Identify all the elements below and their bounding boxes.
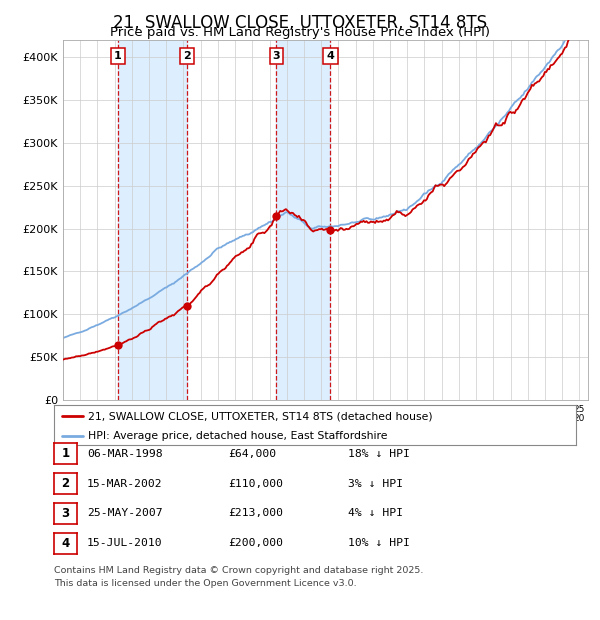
Text: 06-MAR-1998: 06-MAR-1998 <box>87 449 163 459</box>
Text: £110,000: £110,000 <box>228 479 283 489</box>
Text: £64,000: £64,000 <box>228 449 276 459</box>
Text: £200,000: £200,000 <box>228 538 283 548</box>
Text: 2: 2 <box>61 477 70 490</box>
Bar <box>118 40 187 400</box>
Text: 15-MAR-2002: 15-MAR-2002 <box>87 479 163 489</box>
Text: 2: 2 <box>183 51 191 61</box>
Text: Contains HM Land Registry data © Crown copyright and database right 2025.: Contains HM Land Registry data © Crown c… <box>54 566 424 575</box>
Text: 15-JUL-2010: 15-JUL-2010 <box>87 538 163 548</box>
Text: 18% ↓ HPI: 18% ↓ HPI <box>348 449 410 459</box>
Text: Price paid vs. HM Land Registry's House Price Index (HPI): Price paid vs. HM Land Registry's House … <box>110 26 490 39</box>
Text: 4% ↓ HPI: 4% ↓ HPI <box>348 508 403 518</box>
Text: HPI: Average price, detached house, East Staffordshire: HPI: Average price, detached house, East… <box>88 432 388 441</box>
Text: This data is licensed under the Open Government Licence v3.0.: This data is licensed under the Open Gov… <box>54 578 356 588</box>
Text: 3: 3 <box>61 507 70 520</box>
Text: 1: 1 <box>114 51 122 61</box>
Text: 3: 3 <box>272 51 280 61</box>
Text: £213,000: £213,000 <box>228 508 283 518</box>
Text: 4: 4 <box>326 51 334 61</box>
Text: 3% ↓ HPI: 3% ↓ HPI <box>348 479 403 489</box>
Text: 4: 4 <box>61 537 70 549</box>
Text: 10% ↓ HPI: 10% ↓ HPI <box>348 538 410 548</box>
Text: 1: 1 <box>61 448 70 460</box>
Text: 25-MAY-2007: 25-MAY-2007 <box>87 508 163 518</box>
Text: 21, SWALLOW CLOSE, UTTOXETER, ST14 8TS: 21, SWALLOW CLOSE, UTTOXETER, ST14 8TS <box>113 14 487 32</box>
Bar <box>277 40 331 400</box>
Text: 21, SWALLOW CLOSE, UTTOXETER, ST14 8TS (detached house): 21, SWALLOW CLOSE, UTTOXETER, ST14 8TS (… <box>88 411 433 421</box>
